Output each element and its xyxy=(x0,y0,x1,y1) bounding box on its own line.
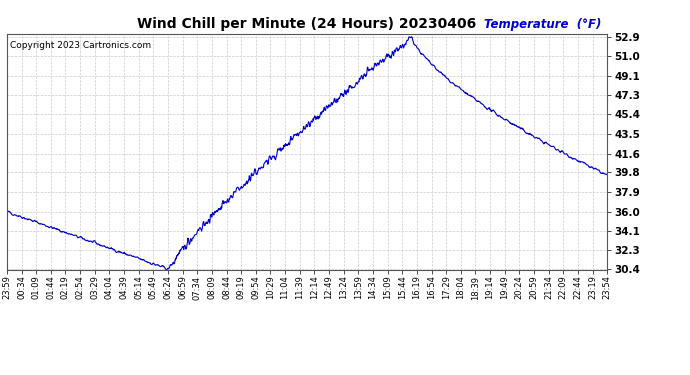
Title: Wind Chill per Minute (24 Hours) 20230406: Wind Chill per Minute (24 Hours) 2023040… xyxy=(137,17,477,31)
Text: Temperature  (°F): Temperature (°F) xyxy=(484,18,601,32)
Text: Copyright 2023 Cartronics.com: Copyright 2023 Cartronics.com xyxy=(10,41,151,50)
